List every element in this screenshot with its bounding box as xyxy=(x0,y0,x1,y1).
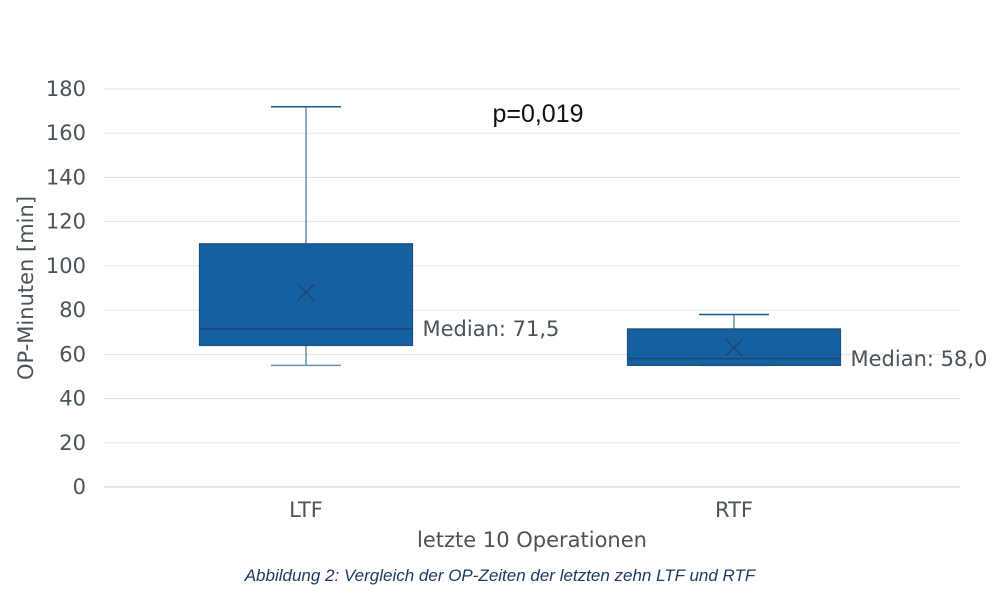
box xyxy=(198,243,414,347)
y-tick-label: 60 xyxy=(59,342,86,366)
mean-marker xyxy=(297,283,315,301)
figure-caption: Abbildung 2: Vergleich der OP-Zeiten der… xyxy=(244,566,756,585)
y-tick-label: 160 xyxy=(46,121,86,145)
y-tick-label: 180 xyxy=(46,77,86,101)
mean-marker xyxy=(725,339,743,357)
median-label: Median: 71,5 xyxy=(423,317,560,341)
median-label: Median: 58,0 xyxy=(851,347,988,371)
p-value-annotation: p=0,019 xyxy=(492,100,583,128)
y-axis-title: OP-Minuten [min] xyxy=(14,196,38,380)
y-tick-label: 120 xyxy=(46,210,86,234)
x-axis-title: letzte 10 Operationen xyxy=(417,528,647,552)
y-tick-label: 80 xyxy=(59,298,86,322)
y-tick-label: 140 xyxy=(46,165,86,189)
x-tick-label: RTF xyxy=(715,498,753,522)
y-tick-label: 100 xyxy=(46,254,86,278)
y-tick-label: 20 xyxy=(59,431,86,455)
y-tick-label: 0 xyxy=(73,475,86,499)
x-tick-label: LTF xyxy=(289,498,323,522)
y-tick-label: 40 xyxy=(59,387,86,411)
